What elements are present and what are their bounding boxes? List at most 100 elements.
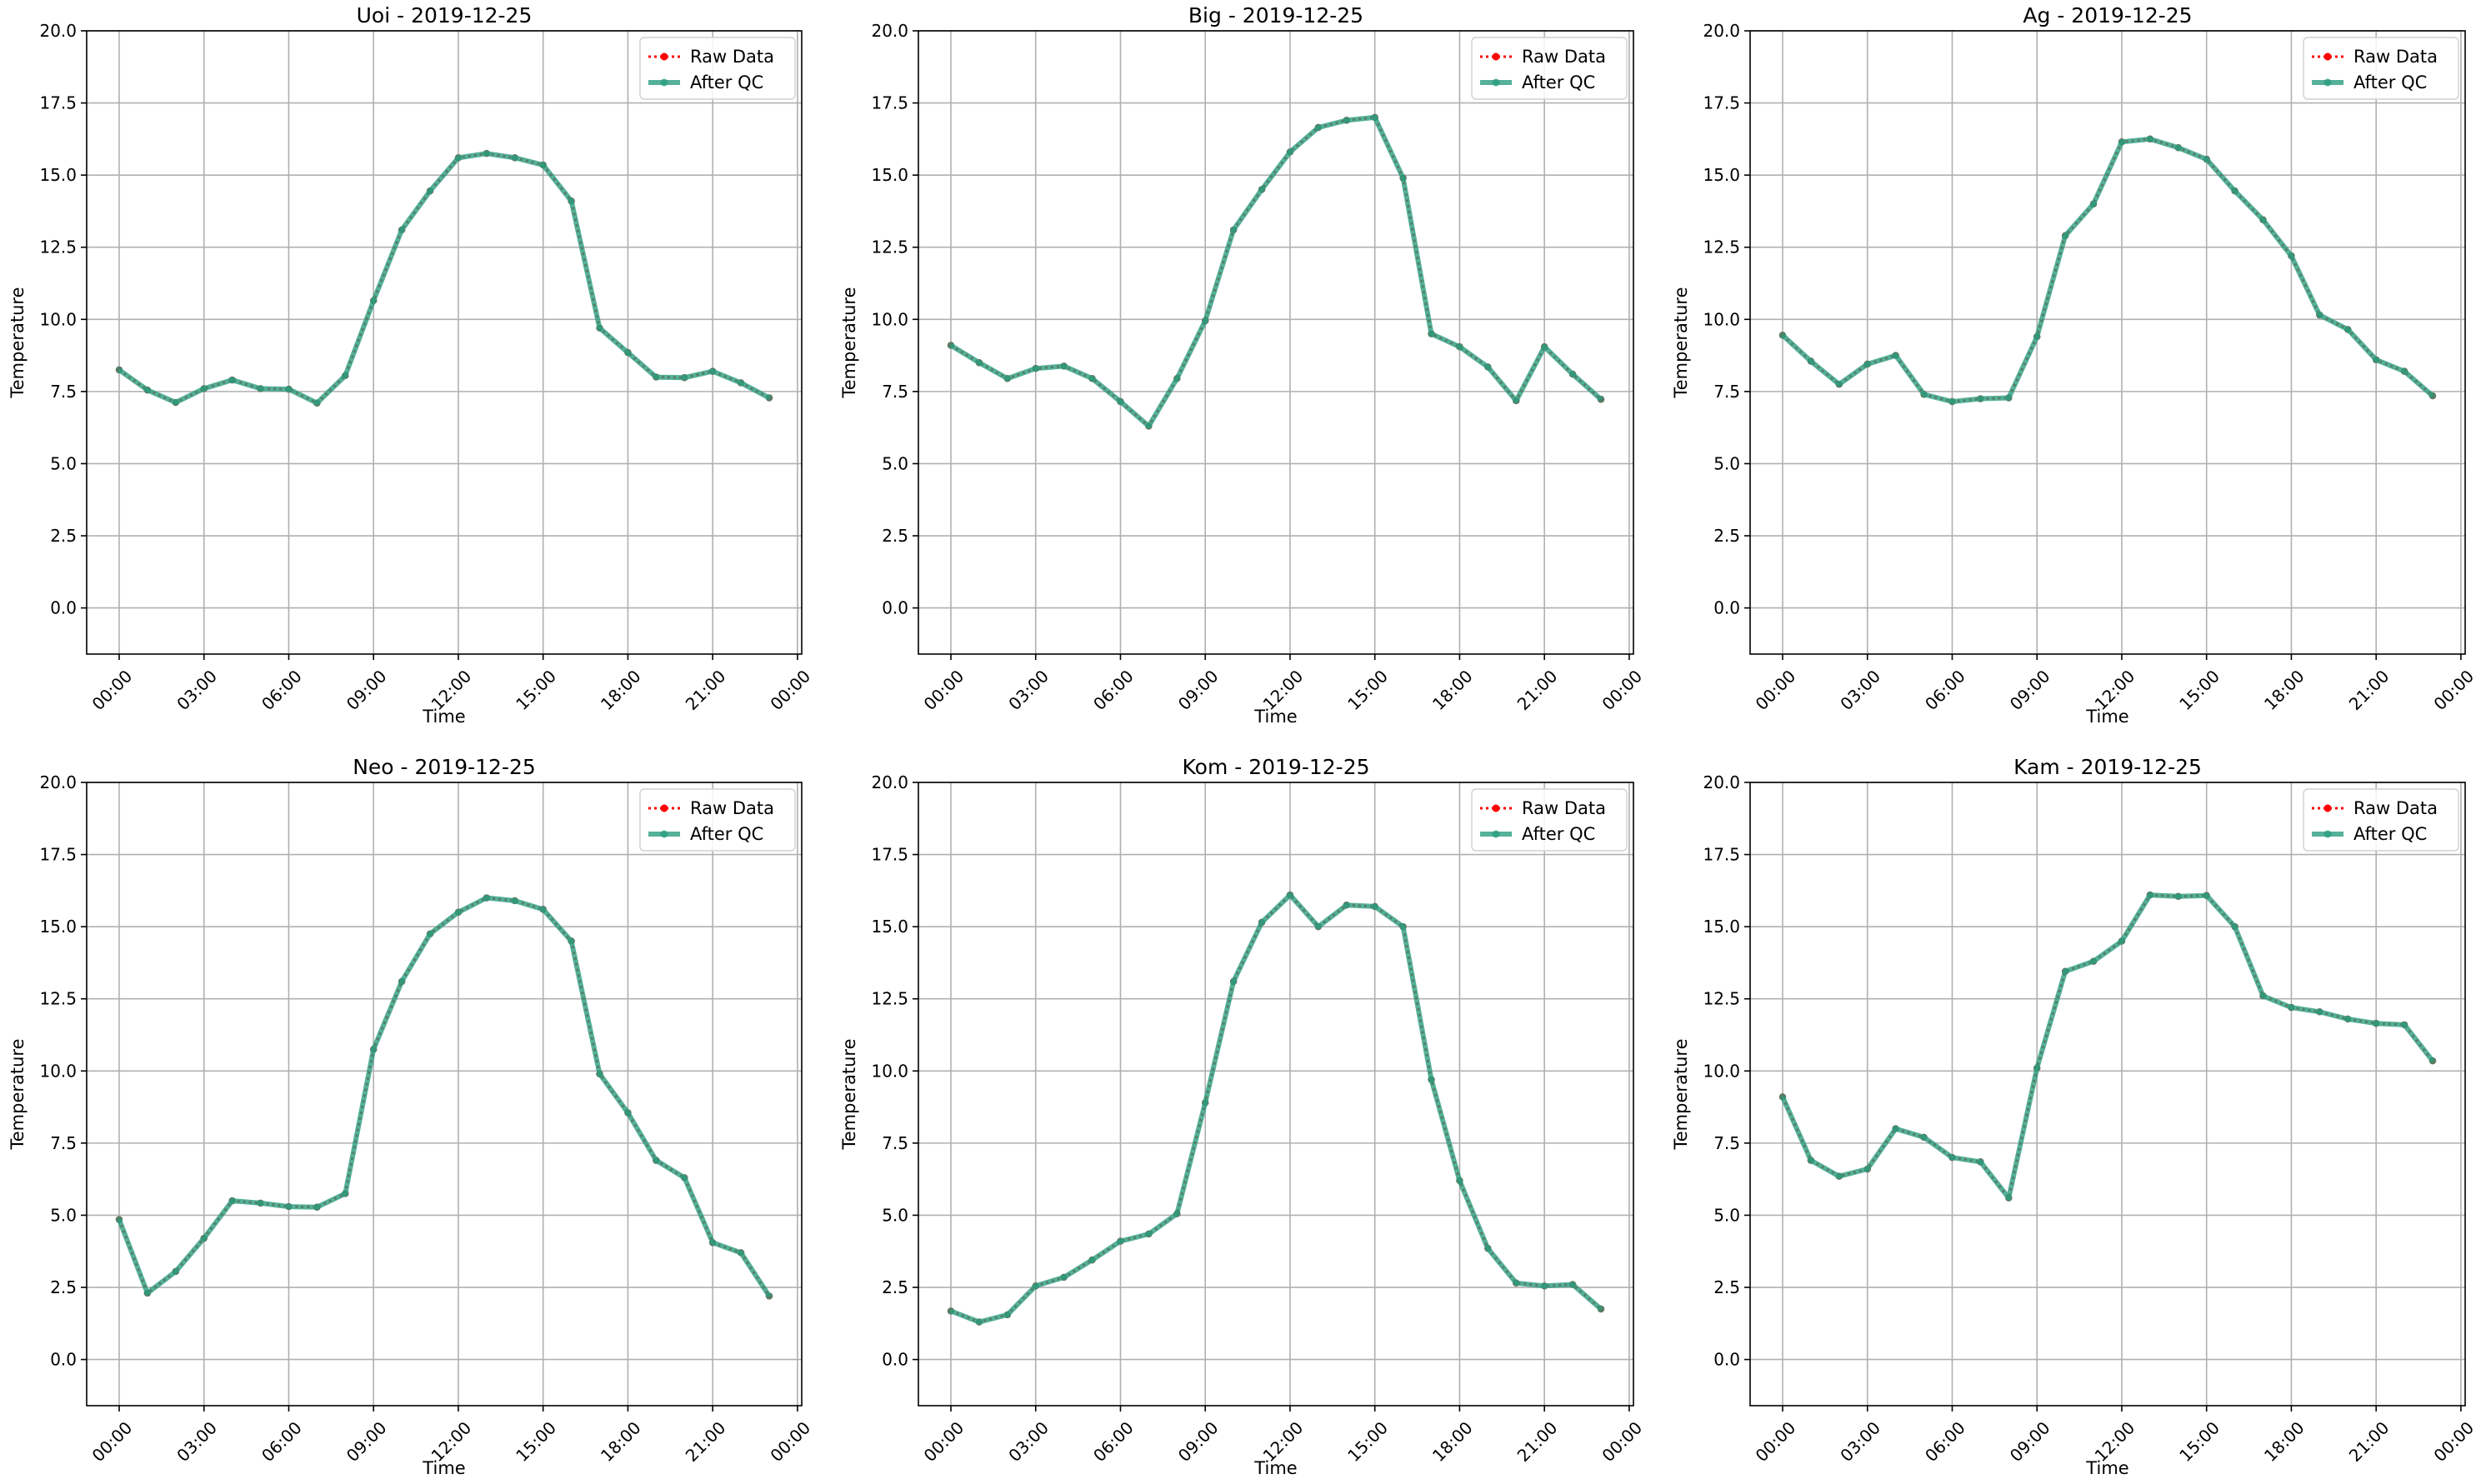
after-qc-point — [596, 1070, 603, 1077]
x-tick-label: 03:00 — [1004, 666, 1053, 714]
after-qc-point — [426, 930, 434, 938]
after-qc-line — [118, 151, 771, 406]
x-tick-label: 15:00 — [2175, 1417, 2223, 1466]
series-after-qc — [115, 149, 773, 407]
after-qc-point — [947, 1307, 955, 1315]
after-qc-point — [1778, 1093, 1787, 1101]
y-tick-label: 12.5 — [1703, 989, 1740, 1009]
chart-panel-2: 0.0 2.5 5.0 7.5 10.0 12.5 15.0 17.5 20.0 00:00 03:… — [839, 3, 1646, 727]
after-qc-line — [1780, 136, 2434, 404]
after-qc-point — [1117, 397, 1124, 406]
legend-raw-data-label: Raw Data — [1522, 798, 1606, 818]
after-qc-point — [2061, 232, 2069, 240]
legend-raw-data-marker — [660, 52, 668, 61]
after-qc-point — [2344, 1015, 2352, 1023]
y-tick-label: 0.0 — [882, 598, 908, 618]
x-tick-label: 00:00 — [766, 666, 814, 714]
after-qc-point — [1920, 391, 1928, 398]
after-qc-point — [200, 1234, 208, 1242]
legend: Raw Data After QC — [639, 788, 796, 852]
after-qc-point — [1371, 902, 1378, 911]
y-tick-label: 7.5 — [882, 382, 908, 402]
x-tick-label: 18:00 — [1428, 1417, 1477, 1466]
x-tick-label: 18:00 — [2260, 666, 2308, 714]
y-axis-label: Temperature — [1671, 287, 1691, 398]
raw-data-line — [118, 896, 771, 1297]
series-raw-data — [115, 894, 773, 1300]
legend-raw-data-marker — [1492, 52, 1500, 61]
axes-frame — [86, 30, 803, 655]
x-tick-label: 21:00 — [682, 1417, 730, 1466]
after-qc-point — [370, 1046, 378, 1053]
x-axis-label: Time — [422, 1458, 465, 1478]
x-tick-label: 09:00 — [2006, 666, 2054, 714]
y-tick-label: 5.0 — [1713, 1205, 1740, 1225]
after-qc-point — [624, 1109, 632, 1117]
after-qc-point — [1314, 123, 1323, 132]
x-tick-label: 00:00 — [1598, 1417, 1646, 1466]
after-qc-point — [2089, 957, 2098, 965]
y-tick-label: 20.0 — [39, 21, 77, 41]
x-tick-label: 00:00 — [2429, 666, 2478, 714]
legend-raw-data-marker — [2323, 804, 2332, 812]
after-qc-point — [2316, 311, 2323, 319]
after-qc-point — [708, 367, 717, 375]
after-qc-point — [1173, 375, 1181, 382]
x-axis-label: Time — [1253, 707, 1297, 727]
after-qc-point — [1948, 397, 1956, 406]
series-raw-data — [947, 891, 1605, 1326]
after-qc-point — [370, 297, 378, 304]
y-tick-label: 7.5 — [1713, 1133, 1740, 1153]
y-tick-label: 7.5 — [50, 1133, 77, 1153]
after-qc-point — [1513, 397, 1520, 405]
x-tick-label: 03:00 — [1004, 1417, 1053, 1466]
chart-panel-6: 0.0 2.5 5.0 7.5 10.0 12.5 15.0 17.5 20.0 00:00 03:… — [1671, 755, 2478, 1478]
legend-after-qc-label: After QC — [1522, 72, 1595, 92]
after-qc-point — [2118, 138, 2126, 146]
x-tick-label: 21:00 — [2345, 666, 2393, 714]
legend: Raw Data After QC — [2303, 788, 2459, 852]
chart-panel-3: 0.0 2.5 5.0 7.5 10.0 12.5 15.0 17.5 20.0 00:00 03:… — [1671, 3, 2478, 727]
legend-after-qc-marker — [660, 78, 668, 87]
y-axis-label: Temperature — [8, 1038, 28, 1150]
after-qc-point — [426, 187, 434, 195]
after-qc-point — [653, 1157, 660, 1164]
x-tick-label: 06:00 — [1921, 666, 1969, 714]
series-after-qc — [1778, 891, 2437, 1202]
chart-title: Neo - 2019-12-25 — [353, 755, 536, 779]
y-tick-label: 15.0 — [1703, 917, 1740, 937]
y-tick-label: 2.5 — [1713, 1277, 1740, 1297]
after-qc-point — [1428, 330, 1435, 337]
y-axis-label: Temperature — [1671, 1038, 1691, 1150]
chart-title: Ag - 2019-12-25 — [2023, 3, 2192, 27]
x-tick-label: 15:00 — [512, 666, 560, 714]
after-qc-point — [2033, 332, 2041, 341]
after-qc-point — [2174, 892, 2182, 900]
after-qc-point — [1484, 363, 1492, 371]
x-axis-label: Time — [2085, 707, 2128, 727]
y-tick-label: 15.0 — [39, 917, 77, 937]
y-tick-label: 20.0 — [871, 21, 908, 41]
after-qc-point — [2372, 356, 2380, 363]
x-tick-label: 15:00 — [512, 1417, 560, 1466]
after-qc-point — [975, 1318, 983, 1326]
y-tick-label: 17.5 — [871, 845, 908, 865]
after-qc-point — [143, 1289, 152, 1297]
after-qc-point — [681, 1174, 688, 1182]
legend-raw-data-label: Raw Data — [1522, 47, 1606, 67]
after-qc-point — [737, 1249, 745, 1257]
chart-title: Kom - 2019-12-25 — [1183, 755, 1370, 779]
after-qc-point — [539, 161, 547, 169]
after-qc-point — [1286, 148, 1294, 156]
after-qc-point — [2428, 392, 2437, 400]
chart-panel-5: 0.0 2.5 5.0 7.5 10.0 12.5 15.0 17.5 20.0 00:00 03:… — [839, 755, 1646, 1478]
after-qc-point — [975, 359, 983, 367]
y-tick-label: 10.0 — [1703, 1061, 1740, 1081]
x-tick-label: 09:00 — [1174, 666, 1223, 714]
y-tick-label: 20.0 — [39, 772, 77, 792]
x-tick-label: 18:00 — [597, 1417, 645, 1466]
after-qc-point — [1540, 1282, 1548, 1290]
after-qc-point — [483, 894, 491, 902]
x-tick-label: 00:00 — [1752, 1417, 1800, 1466]
after-qc-point — [172, 398, 180, 407]
